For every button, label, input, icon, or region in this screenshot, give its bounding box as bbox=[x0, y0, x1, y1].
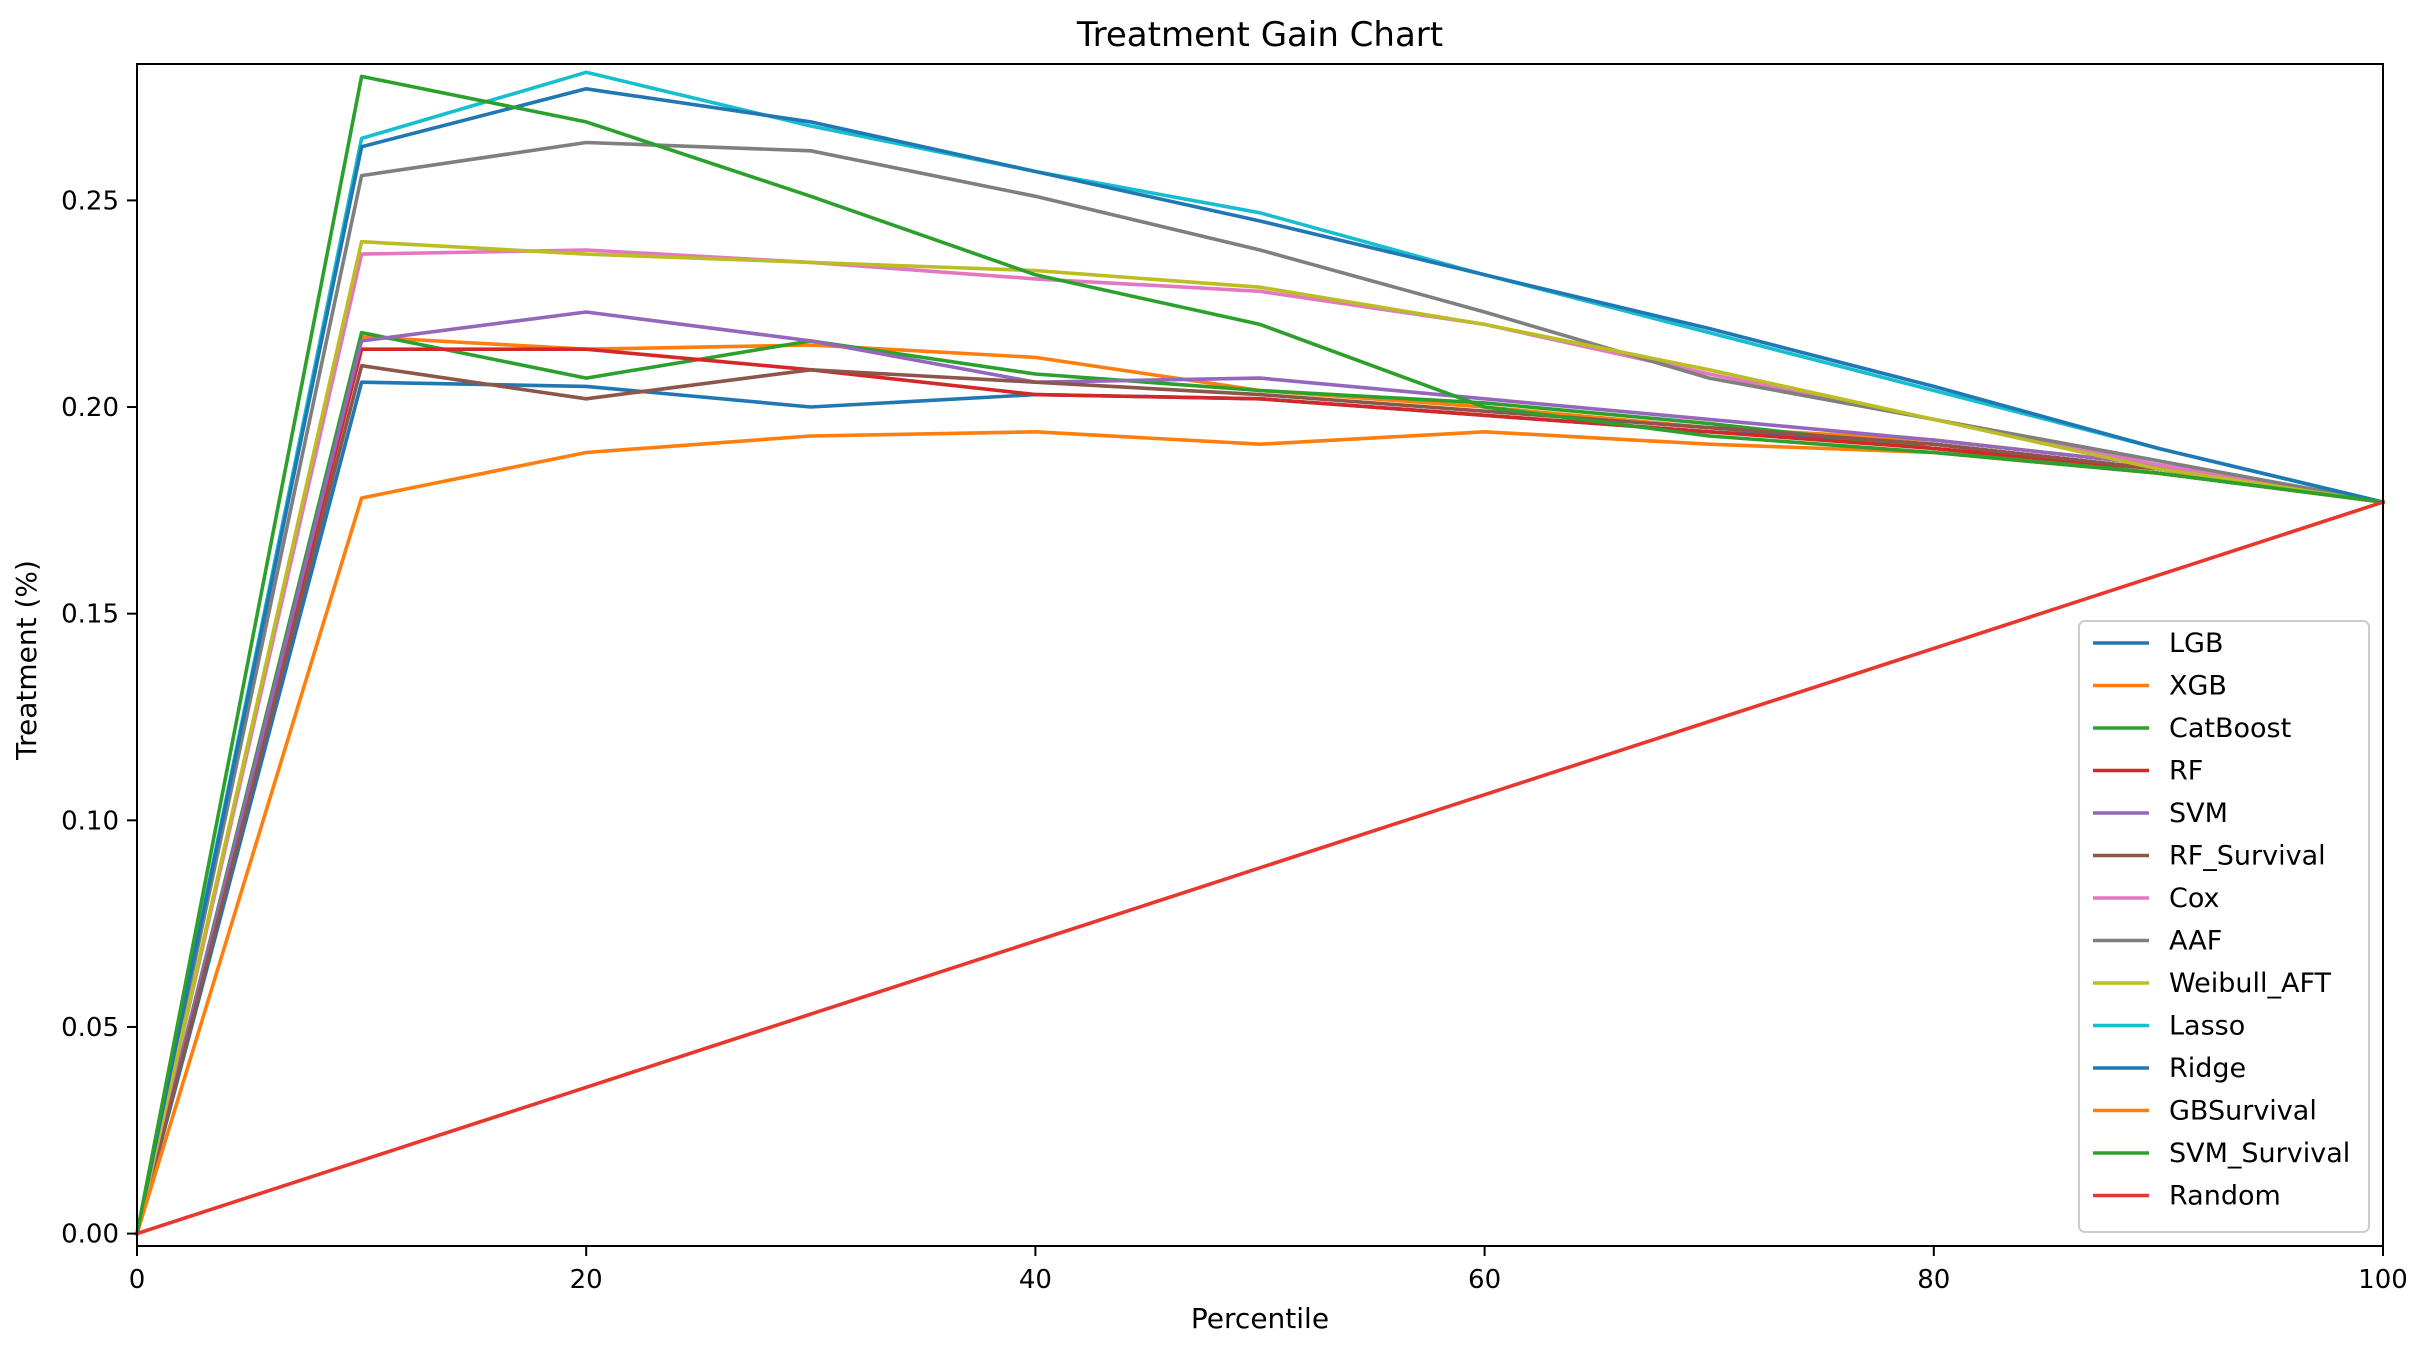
legend-label-random: Random bbox=[2169, 1181, 2281, 1212]
y-axis-label: Treatment (%) bbox=[10, 560, 43, 761]
series-line-rf-survival bbox=[134, 363, 2386, 1236]
legend-label-rf: RF bbox=[2169, 756, 2203, 787]
series-line-random bbox=[134, 499, 2386, 1236]
x-axis-label: Percentile bbox=[1191, 1302, 1329, 1335]
series-line-svm-survival bbox=[134, 74, 2386, 1236]
legend-label-lgb: LGB bbox=[2169, 628, 2224, 659]
y-tick-label: 0.15 bbox=[61, 600, 119, 630]
legend-label-ridge: Ridge bbox=[2169, 1053, 2246, 1084]
legend: LGB XGB CatBoost RF SVM RF_Survival Cox AAF Weib… bbox=[2078, 620, 2370, 1233]
legend-label-lasso: Lasso bbox=[2169, 1011, 2245, 1042]
legend-label-cox: Cox bbox=[2169, 883, 2220, 914]
series-line-lasso bbox=[134, 70, 2386, 1236]
legend-label-svm: SVM bbox=[2169, 798, 2228, 829]
x-tick-label: 80 bbox=[1917, 1265, 1950, 1295]
legend-label-xgb: XGB bbox=[2169, 671, 2227, 702]
y-tick-label: 0.00 bbox=[61, 1220, 119, 1250]
legend-label-aaf: AAF bbox=[2169, 926, 2222, 957]
y-tick-label: 0.20 bbox=[61, 393, 119, 423]
legend-label-gbsurvival: GBSurvival bbox=[2169, 1096, 2317, 1127]
y-tick-label: 0.10 bbox=[61, 806, 119, 836]
x-tick-label: 20 bbox=[570, 1265, 603, 1295]
legend-label-svm-survival: SVM_Survival bbox=[2169, 1138, 2350, 1169]
legend-box bbox=[2078, 620, 2370, 1233]
x-tick-label: 40 bbox=[1019, 1265, 1052, 1295]
legend-label-weibull-aft: Weibull_AFT bbox=[2169, 968, 2332, 999]
series-line-svm bbox=[134, 310, 2386, 1236]
legend-label-catboost: CatBoost bbox=[2169, 713, 2291, 744]
plot-area bbox=[134, 70, 2386, 1236]
x-tick-label: 0 bbox=[129, 1265, 146, 1295]
y-tick-label: 0.25 bbox=[61, 186, 119, 216]
x-tick-label: 60 bbox=[1468, 1265, 1501, 1295]
x-tick-label: 100 bbox=[2358, 1265, 2408, 1295]
chart-title: Treatment Gain Chart bbox=[1076, 15, 1443, 55]
series-line-weibull-aft bbox=[134, 239, 2386, 1236]
y-tick-label: 0.05 bbox=[61, 1013, 119, 1043]
axes: 0 20 40 60 80 100 0.00 0.05 0.10 0.15 0.20 0.25 bbox=[61, 63, 2408, 1295]
series-line-aaf bbox=[134, 140, 2386, 1236]
legend-label-rf-survival: RF_Survival bbox=[2169, 841, 2326, 872]
plot-frame bbox=[136, 63, 2384, 1247]
series-line-rf bbox=[134, 347, 2386, 1236]
